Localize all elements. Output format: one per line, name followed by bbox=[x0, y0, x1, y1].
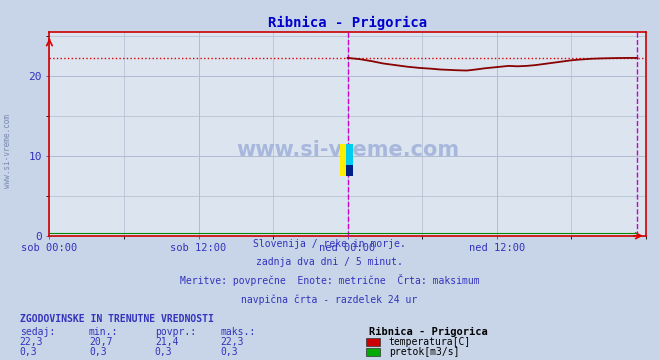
Bar bbox=[340, 144, 353, 176]
Bar bbox=[346, 144, 353, 170]
Text: 0,3: 0,3 bbox=[20, 347, 38, 357]
Text: Meritve: povprečne  Enote: metrične  Črta: maksimum: Meritve: povprečne Enote: metrične Črta:… bbox=[180, 274, 479, 286]
Text: Slovenija / reke in morje.: Slovenija / reke in morje. bbox=[253, 239, 406, 249]
Text: www.si-vreme.com: www.si-vreme.com bbox=[3, 114, 13, 188]
Text: www.si-vreme.com: www.si-vreme.com bbox=[236, 140, 459, 160]
Text: navpična črta - razdelek 24 ur: navpična črta - razdelek 24 ur bbox=[241, 294, 418, 305]
Text: 21,4: 21,4 bbox=[155, 337, 179, 347]
Text: zadnja dva dni / 5 minut.: zadnja dva dni / 5 minut. bbox=[256, 257, 403, 267]
Text: pretok[m3/s]: pretok[m3/s] bbox=[389, 347, 459, 357]
Text: 22,3: 22,3 bbox=[20, 337, 43, 347]
Text: 0,3: 0,3 bbox=[89, 347, 107, 357]
Text: 0,3: 0,3 bbox=[221, 347, 239, 357]
Bar bbox=[346, 165, 353, 176]
Text: ZGODOVINSKE IN TRENUTNE VREDNOSTI: ZGODOVINSKE IN TRENUTNE VREDNOSTI bbox=[20, 314, 214, 324]
Text: 20,7: 20,7 bbox=[89, 337, 113, 347]
Text: maks.:: maks.: bbox=[221, 327, 256, 337]
Text: min.:: min.: bbox=[89, 327, 119, 337]
Text: sedaj:: sedaj: bbox=[20, 327, 55, 337]
Text: 0,3: 0,3 bbox=[155, 347, 173, 357]
Text: povpr.:: povpr.: bbox=[155, 327, 196, 337]
Title: Ribnica - Prigorica: Ribnica - Prigorica bbox=[268, 16, 427, 30]
Text: temperatura[C]: temperatura[C] bbox=[389, 337, 471, 347]
Text: Ribnica - Prigorica: Ribnica - Prigorica bbox=[369, 327, 488, 337]
Text: 22,3: 22,3 bbox=[221, 337, 244, 347]
